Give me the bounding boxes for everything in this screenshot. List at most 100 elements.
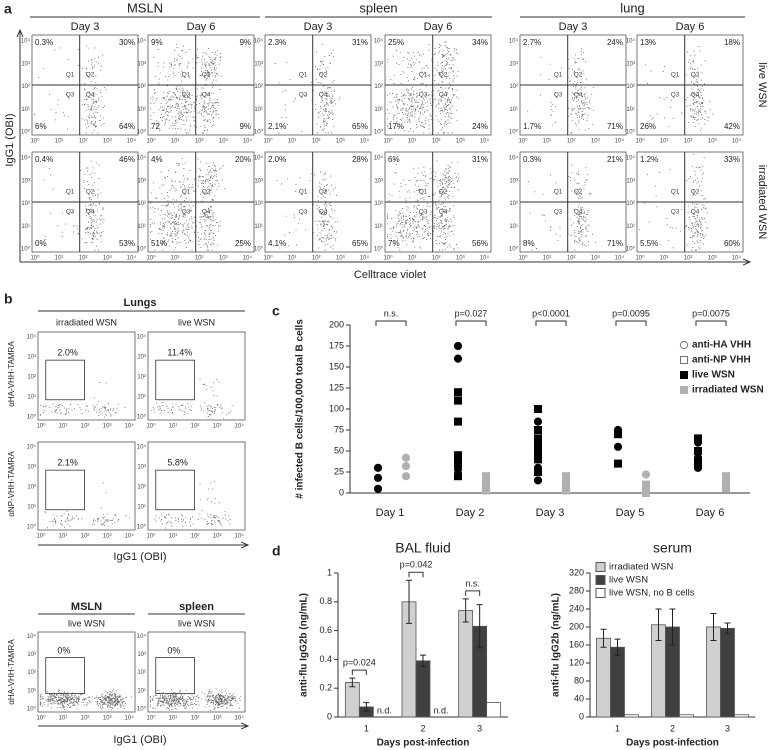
significance-label: p=0.0075 (692, 308, 730, 318)
quadrant-label: Q4 (86, 209, 95, 216)
y-tick-label: 10³ (137, 465, 146, 471)
x-tick-label: 10⁴ (125, 715, 135, 722)
flow-events (150, 43, 223, 134)
flow-events (387, 41, 459, 134)
x-tick-label: 10⁴ (480, 138, 490, 145)
gate-box (155, 657, 195, 694)
flow-events (639, 154, 709, 251)
quadrant-label: Q3 (419, 92, 428, 99)
x-tick-label: 10⁴ (480, 255, 490, 262)
x-tick-label: 10⁰ (635, 255, 645, 262)
x-tick-label: 10² (81, 716, 90, 722)
quadrant-percent: 2.1% (268, 122, 286, 131)
quadrant-percent: 65% (352, 122, 368, 131)
y-tick-label: 10² (254, 201, 263, 207)
flow-events (154, 481, 231, 529)
significance-label: p=0.027 (455, 308, 488, 318)
x-tick-label: 10¹ (660, 139, 669, 145)
y-tick-label: 10¹ (27, 505, 36, 511)
y-tick-label: 10² (137, 201, 146, 207)
quadrant-percent: 42% (724, 122, 740, 131)
point (454, 388, 462, 397)
x-tick-label: 10¹ (55, 139, 64, 145)
bar (734, 714, 749, 718)
x-tick-label: 10⁰ (30, 255, 40, 262)
y-tick-label: 175 (329, 340, 344, 350)
y-tick-label: 10⁰ (374, 129, 384, 136)
x-tick-label: 10² (79, 256, 88, 262)
x-tick-label: 3 (725, 723, 730, 733)
x-tick-label: 10⁴ (732, 138, 742, 145)
x-tick-label: 10³ (219, 139, 228, 145)
quadrant-label: Q1 (419, 189, 428, 196)
y-tick-label: 10⁰ (27, 414, 37, 421)
day-label: Day 3 (71, 21, 100, 33)
y-tick-label: 10³ (27, 652, 36, 658)
x-tick-label: 10³ (103, 256, 112, 262)
quadrant-label: Q2 (574, 72, 583, 79)
x-tick-label: 10⁰ (146, 423, 156, 430)
y-tick-label: 10² (27, 375, 36, 381)
group-title: Lungs (124, 297, 157, 309)
point (454, 459, 462, 468)
quadrant-label: Q3 (182, 92, 191, 99)
axis-label: # infected B cells/100,000 total B cells (295, 319, 306, 499)
quadrant-percent: 20% (235, 155, 251, 164)
quadrant-percent: 6% (35, 122, 47, 131)
x-tick-label: 10² (432, 256, 441, 262)
y-tick-label: 10² (137, 375, 146, 381)
legend-label: anti-NP VHH (692, 355, 751, 366)
point (534, 405, 542, 413)
quadrant-label: Q1 (299, 72, 308, 79)
quadrant-percent: 4.1% (268, 239, 286, 248)
gate-percent: 11.4% (167, 347, 192, 357)
quadrant-percent: 26% (640, 122, 656, 131)
point (614, 430, 622, 439)
y-tick-label: 10² (626, 84, 635, 90)
bar (720, 627, 735, 718)
y-tick-label: 10³ (254, 178, 263, 184)
flow-events (150, 158, 226, 251)
x-tick-label: 10⁰ (146, 533, 156, 540)
x-tick-label: 10⁰ (30, 138, 40, 145)
day-label: Day 3 (304, 21, 333, 33)
x-tick-label: 10² (191, 716, 200, 722)
y-tick-label: 280 (569, 585, 584, 595)
quadrant-percent: 28% (352, 155, 368, 164)
error-bar (462, 598, 469, 623)
y-tick-label: 10¹ (21, 224, 30, 230)
x-tick-label: 10¹ (169, 424, 178, 430)
error-bar (363, 702, 370, 712)
quadrant-label: Q3 (66, 209, 75, 216)
quadrant-label: Q2 (439, 189, 448, 196)
bar (486, 702, 502, 718)
y-tick-label: 320 (569, 567, 584, 577)
y-tick-label: 10¹ (27, 688, 36, 694)
error-bar (710, 613, 717, 641)
bar (344, 682, 360, 718)
quadrant-percent: 33% (724, 155, 740, 164)
quadrant-label: Q3 (299, 209, 308, 216)
y-tick-label: 10⁰ (509, 246, 519, 253)
y-tick-label: 80 (574, 675, 584, 685)
day-label: Day 6 (187, 21, 216, 33)
axis-label: IgG1 (OBI) (4, 113, 16, 166)
significance-bracket (351, 669, 367, 676)
significance-label: p=0.0095 (612, 308, 650, 318)
x-tick-label: 10⁴ (127, 255, 137, 262)
x-tick-label: 10⁰ (383, 255, 393, 262)
day-label: Day 3 (559, 21, 588, 33)
y-tick-label: 200 (329, 319, 344, 329)
x-tick-label: 10² (567, 256, 576, 262)
quadrant-percent: 53% (119, 239, 135, 248)
quadrant-percent: 1.2% (640, 155, 658, 164)
x-tick-label: 10³ (456, 139, 465, 145)
gate-percent: 5.8% (167, 457, 188, 467)
x-tick-label: 10² (312, 256, 321, 262)
significance-label: p<0.0001 (532, 308, 570, 318)
quadrant-label: Q4 (574, 92, 583, 99)
axis-label: IgG1 (OBI) (113, 734, 166, 746)
y-tick-label: 10¹ (626, 224, 635, 230)
x-tick-label: 10⁴ (360, 138, 370, 145)
bar (596, 637, 611, 718)
